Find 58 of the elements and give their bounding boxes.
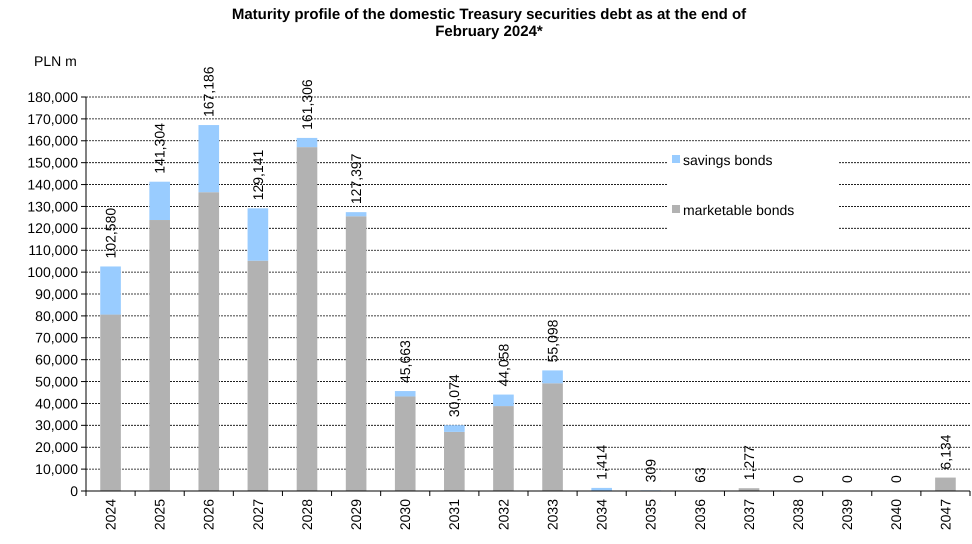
x-tick-label: 2039 <box>839 498 856 530</box>
legend-label: marketable bonds <box>683 202 794 218</box>
total-label: 1,277 <box>740 444 757 480</box>
y-tick-label: 80,000 <box>35 308 78 324</box>
chart-title: Maturity profile of the domestic Treasury securities debt as at the end of February 2024* <box>232 6 748 40</box>
y-tick-label: 130,000 <box>27 198 78 214</box>
total-label: 0 <box>790 475 806 483</box>
y-tick-label: 160,000 <box>27 132 78 149</box>
total-label: 45,663 <box>397 340 414 384</box>
y-tick-label: 0 <box>70 482 78 499</box>
x-tick-label: 2037 <box>740 498 757 530</box>
y-tick-label: 20,000 <box>35 439 78 456</box>
y-tick-label: 100,000 <box>27 264 78 280</box>
total-label: 6,134 <box>937 434 954 470</box>
y-tick-label: 40,000 <box>35 395 78 412</box>
y-tick-label: 170,000 <box>27 110 78 127</box>
y-tick-label: 90,000 <box>35 286 78 302</box>
x-tick-label: 2028 <box>298 498 315 530</box>
x-tick-label: 2033 <box>544 498 560 530</box>
x-tick-label: 2026 <box>200 498 217 530</box>
x-tick-label: 2032 <box>495 498 512 530</box>
y-tick-label: 10,000 <box>35 461 78 478</box>
total-label: 127,397 <box>348 153 364 204</box>
x-tick-label: 2030 <box>397 498 414 530</box>
x-tick-label: 2024 <box>102 498 118 530</box>
y-tick-label: 150,000 <box>27 154 78 171</box>
x-tick-label: 2038 <box>790 498 806 530</box>
y-tick-label: 120,000 <box>27 220 78 236</box>
total-label: 30,074 <box>446 374 462 418</box>
y-tick-label: 110,000 <box>28 242 78 258</box>
x-tick-label: 2031 <box>446 498 462 530</box>
x-tick-label: 2047 <box>937 498 954 530</box>
x-tick-label: 2040 <box>888 498 904 530</box>
total-label: 309 <box>642 458 659 482</box>
total-label: 0 <box>888 475 904 483</box>
x-tick-label: 2029 <box>348 498 364 530</box>
total-label: 1,414 <box>594 444 610 480</box>
y-tick-label: 30,000 <box>35 417 78 434</box>
total-label: 167,186 <box>200 66 217 118</box>
x-tick-label: 2027 <box>250 498 266 530</box>
y-tick-label: 70,000 <box>35 330 78 346</box>
y-tick-label: 60,000 <box>35 352 78 368</box>
x-tick-label: 2036 <box>692 498 708 530</box>
total-label: 0 <box>839 475 856 483</box>
total-label: 129,141 <box>250 150 266 200</box>
y-tick-label: 140,000 <box>27 176 78 192</box>
total-label: 161,306 <box>298 79 315 130</box>
legend-label: savings bonds <box>683 152 773 168</box>
x-tick-label: 2035 <box>642 498 659 530</box>
total-label: 141,304 <box>152 122 168 174</box>
total-label: 55,098 <box>544 319 560 362</box>
total-label: 44,058 <box>495 344 512 387</box>
y-axis-title: PLN m <box>34 53 77 69</box>
x-tick-label: 2034 <box>594 498 610 530</box>
x-tick-label: 2025 <box>152 498 168 530</box>
y-tick-label: 180,000 <box>27 88 78 105</box>
y-tick-label: 50,000 <box>35 373 78 390</box>
total-label: 102,580 <box>102 208 118 258</box>
